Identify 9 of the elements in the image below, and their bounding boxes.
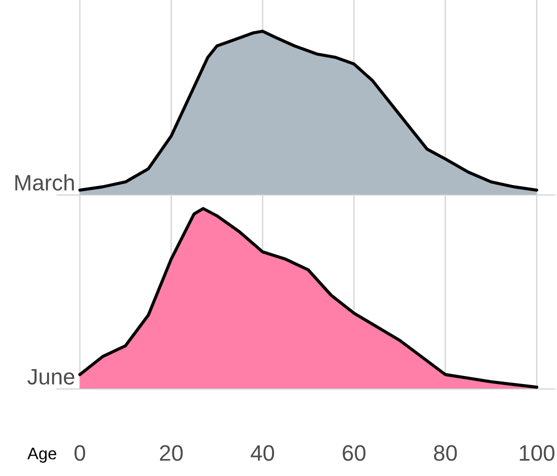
x-tick-label: 100 — [520, 445, 554, 461]
x-tick-label: 20 — [160, 445, 183, 461]
x-tick-label: 40 — [250, 445, 274, 461]
x-axis-title: Age — [27, 448, 56, 463]
x-tick-label: 0 — [74, 445, 86, 461]
x-tick-label: 80 — [434, 445, 457, 461]
x-tick-label: 60 — [342, 445, 366, 461]
series-label: March — [15, 174, 74, 191]
series-label: June — [27, 369, 74, 385]
